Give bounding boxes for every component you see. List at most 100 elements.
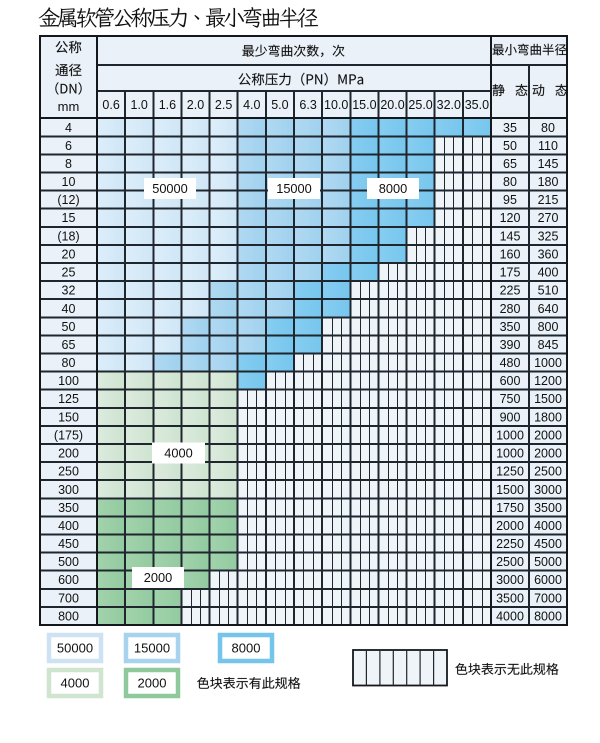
svg-text:2.0: 2.0 — [187, 98, 204, 112]
svg-text:600: 600 — [500, 374, 521, 388]
svg-text:80: 80 — [62, 356, 76, 370]
svg-text:mm: mm — [58, 99, 80, 114]
svg-text:2000: 2000 — [138, 676, 167, 691]
svg-text:32: 32 — [62, 284, 76, 298]
svg-text:(12): (12) — [57, 193, 79, 207]
svg-text:145: 145 — [500, 229, 521, 243]
svg-text:700: 700 — [58, 591, 79, 605]
svg-text:50000: 50000 — [152, 181, 188, 196]
svg-text:2500: 2500 — [534, 465, 562, 479]
svg-text:900: 900 — [500, 410, 521, 424]
svg-text:600: 600 — [58, 573, 79, 587]
svg-text:4.0: 4.0 — [243, 98, 260, 112]
svg-text:350: 350 — [58, 501, 79, 515]
svg-text:3500: 3500 — [496, 591, 524, 605]
svg-text:360: 360 — [538, 248, 559, 262]
svg-text:8: 8 — [65, 157, 72, 171]
svg-text:35: 35 — [503, 121, 517, 135]
svg-text:4: 4 — [65, 121, 72, 135]
svg-text:510: 510 — [538, 284, 559, 298]
svg-text:95: 95 — [503, 193, 517, 207]
svg-text:15.0: 15.0 — [352, 98, 376, 112]
svg-text:15000: 15000 — [134, 641, 170, 656]
svg-text:400: 400 — [58, 519, 79, 533]
svg-text:50000: 50000 — [57, 641, 93, 656]
svg-text:2000: 2000 — [534, 447, 562, 461]
svg-text:10: 10 — [62, 175, 76, 189]
svg-text:15: 15 — [62, 211, 76, 225]
svg-text:325: 325 — [538, 229, 559, 243]
svg-text:3000: 3000 — [496, 573, 524, 587]
svg-text:7000: 7000 — [534, 591, 562, 605]
svg-text:500: 500 — [58, 555, 79, 569]
svg-text:280: 280 — [500, 302, 521, 316]
svg-text:350: 350 — [500, 320, 521, 334]
svg-text:65: 65 — [503, 157, 517, 171]
svg-text:5000: 5000 — [534, 555, 562, 569]
svg-text:35.0: 35.0 — [465, 98, 489, 112]
svg-text:270: 270 — [538, 211, 559, 225]
svg-text:2.5: 2.5 — [215, 98, 232, 112]
svg-text:4000: 4000 — [164, 446, 192, 461]
svg-text:180: 180 — [538, 175, 559, 189]
svg-text:200: 200 — [58, 447, 79, 461]
svg-text:2000: 2000 — [534, 429, 562, 443]
svg-text:6.3: 6.3 — [299, 98, 316, 112]
svg-text:150: 150 — [58, 410, 79, 424]
svg-text:390: 390 — [500, 338, 521, 352]
svg-text:8000: 8000 — [534, 610, 562, 624]
svg-text:32.0: 32.0 — [437, 98, 461, 112]
svg-text:160: 160 — [500, 248, 521, 262]
svg-text:80: 80 — [541, 121, 555, 135]
svg-text:3000: 3000 — [534, 483, 562, 497]
svg-text:480: 480 — [500, 356, 521, 370]
svg-text:4000: 4000 — [534, 519, 562, 533]
svg-text:2500: 2500 — [496, 555, 524, 569]
svg-text:2000: 2000 — [496, 519, 524, 533]
svg-text:20.0: 20.0 — [380, 98, 404, 112]
svg-text:6: 6 — [65, 139, 72, 153]
svg-text:8000: 8000 — [379, 181, 407, 196]
svg-text:800: 800 — [538, 320, 559, 334]
svg-text:750: 750 — [500, 392, 521, 406]
svg-text:1.0: 1.0 — [131, 98, 148, 112]
svg-text:125: 125 — [58, 392, 79, 406]
svg-text:1750: 1750 — [496, 501, 524, 515]
svg-text:65: 65 — [62, 338, 76, 352]
svg-text:2250: 2250 — [496, 537, 524, 551]
svg-text:6000: 6000 — [534, 573, 562, 587]
svg-text:800: 800 — [58, 610, 79, 624]
svg-text:(18): (18) — [57, 229, 79, 243]
svg-text:225: 225 — [500, 284, 521, 298]
svg-text:25.0: 25.0 — [408, 98, 432, 112]
svg-text:215: 215 — [538, 193, 559, 207]
svg-text:300: 300 — [58, 483, 79, 497]
svg-text:25: 25 — [62, 266, 76, 280]
svg-text:2000: 2000 — [144, 570, 172, 585]
svg-text:1800: 1800 — [534, 410, 562, 424]
svg-text:20: 20 — [62, 248, 76, 262]
svg-text:40: 40 — [62, 302, 76, 316]
svg-text:175: 175 — [500, 266, 521, 280]
svg-text:4500: 4500 — [534, 537, 562, 551]
svg-text:0.6: 0.6 — [102, 98, 119, 112]
svg-text:1000: 1000 — [496, 429, 524, 443]
svg-text:640: 640 — [538, 302, 559, 316]
svg-text:100: 100 — [58, 374, 79, 388]
svg-text:1500: 1500 — [534, 392, 562, 406]
svg-text:1.6: 1.6 — [159, 98, 176, 112]
svg-text:4000: 4000 — [496, 610, 524, 624]
svg-text:10.0: 10.0 — [324, 98, 348, 112]
svg-text:250: 250 — [58, 465, 79, 479]
svg-text:80: 80 — [503, 175, 517, 189]
svg-text:1250: 1250 — [496, 465, 524, 479]
svg-text:1500: 1500 — [496, 483, 524, 497]
svg-text:145: 145 — [538, 157, 559, 171]
svg-text:15000: 15000 — [276, 181, 312, 196]
svg-text:(175): (175) — [54, 429, 83, 443]
svg-text:1000: 1000 — [496, 447, 524, 461]
svg-text:5.0: 5.0 — [271, 98, 288, 112]
svg-text:8000: 8000 — [232, 641, 261, 656]
svg-text:1000: 1000 — [534, 356, 562, 370]
svg-text:50: 50 — [62, 320, 76, 334]
